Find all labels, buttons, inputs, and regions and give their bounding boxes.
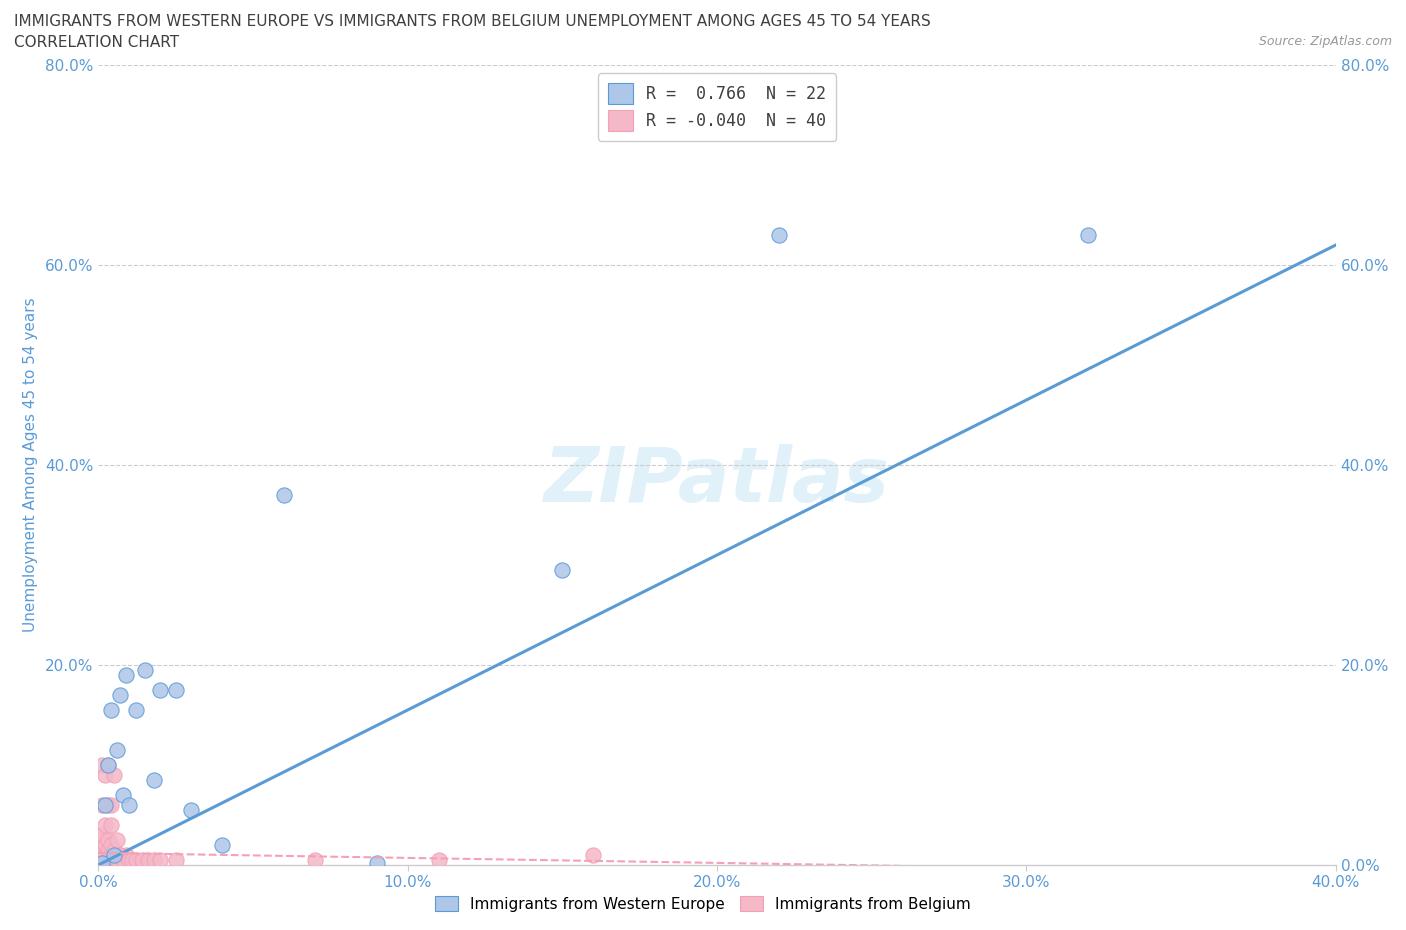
Point [143, 853, 166, 868]
Point [103, 847, 125, 862]
Legend: Immigrants from Western Europe, Immigrants from Belgium: Immigrants from Western Europe, Immigran… [429, 889, 977, 918]
Point [97, 832, 120, 847]
Point [115, 668, 138, 683]
Point [100, 838, 122, 852]
Point [112, 788, 135, 803]
Point [105, 832, 128, 847]
Point [124, 702, 146, 717]
Point [90, 757, 112, 772]
Point [93, 767, 115, 782]
Point [149, 683, 172, 698]
Point [90, 832, 112, 847]
Point [93, 847, 115, 862]
Point [97, 798, 120, 813]
Y-axis label: Unemployment Among Ages 45 to 54 years: Unemployment Among Ages 45 to 54 years [22, 298, 38, 632]
Point [103, 853, 125, 868]
Point [165, 853, 187, 868]
Point [211, 838, 233, 852]
Point [108, 847, 131, 862]
Point [115, 847, 138, 862]
Point [103, 843, 125, 857]
Point [165, 683, 187, 698]
Point [134, 662, 156, 677]
Text: CORRELATION CHART: CORRELATION CHART [14, 35, 179, 50]
Text: IMMIGRANTS FROM WESTERN EUROPE VS IMMIGRANTS FROM BELGIUM UNEMPLOYMENT AMONG AGE: IMMIGRANTS FROM WESTERN EUROPE VS IMMIGR… [14, 14, 931, 29]
Point [97, 843, 120, 857]
Point [582, 847, 605, 862]
Point [131, 853, 153, 868]
Point [91, 853, 114, 868]
Point [136, 853, 159, 868]
Point [768, 228, 790, 243]
Point [273, 487, 295, 502]
Point [118, 798, 141, 813]
Point [93, 817, 115, 832]
Point [551, 563, 574, 578]
Point [100, 817, 122, 832]
Point [105, 853, 128, 868]
Point [93, 798, 115, 813]
Legend: R =  0.766  N = 22, R = -0.040  N = 40: R = 0.766 N = 22, R = -0.040 N = 40 [598, 73, 837, 140]
Point [89, 843, 111, 857]
Point [143, 773, 166, 788]
Text: Source: ZipAtlas.com: Source: ZipAtlas.com [1258, 35, 1392, 48]
Point [100, 702, 122, 717]
Point [149, 853, 172, 868]
Point [118, 853, 141, 868]
Point [90, 798, 112, 813]
Point [108, 687, 131, 702]
Point [105, 742, 128, 757]
Point [97, 757, 120, 772]
Point [1077, 228, 1099, 243]
Point [97, 757, 120, 772]
Point [427, 853, 450, 868]
Point [112, 853, 135, 868]
Point [97, 853, 120, 868]
Point [103, 767, 125, 782]
Point [304, 853, 326, 868]
Point [124, 853, 146, 868]
Text: ZIPatlas: ZIPatlas [544, 444, 890, 518]
Point [90, 828, 112, 843]
Point [121, 853, 143, 868]
Point [87, 853, 110, 868]
Point [100, 798, 122, 813]
Point [89, 847, 111, 862]
Point [90, 856, 112, 870]
Point [93, 838, 115, 852]
Point [180, 803, 202, 817]
Point [366, 856, 388, 870]
Point [100, 853, 122, 868]
